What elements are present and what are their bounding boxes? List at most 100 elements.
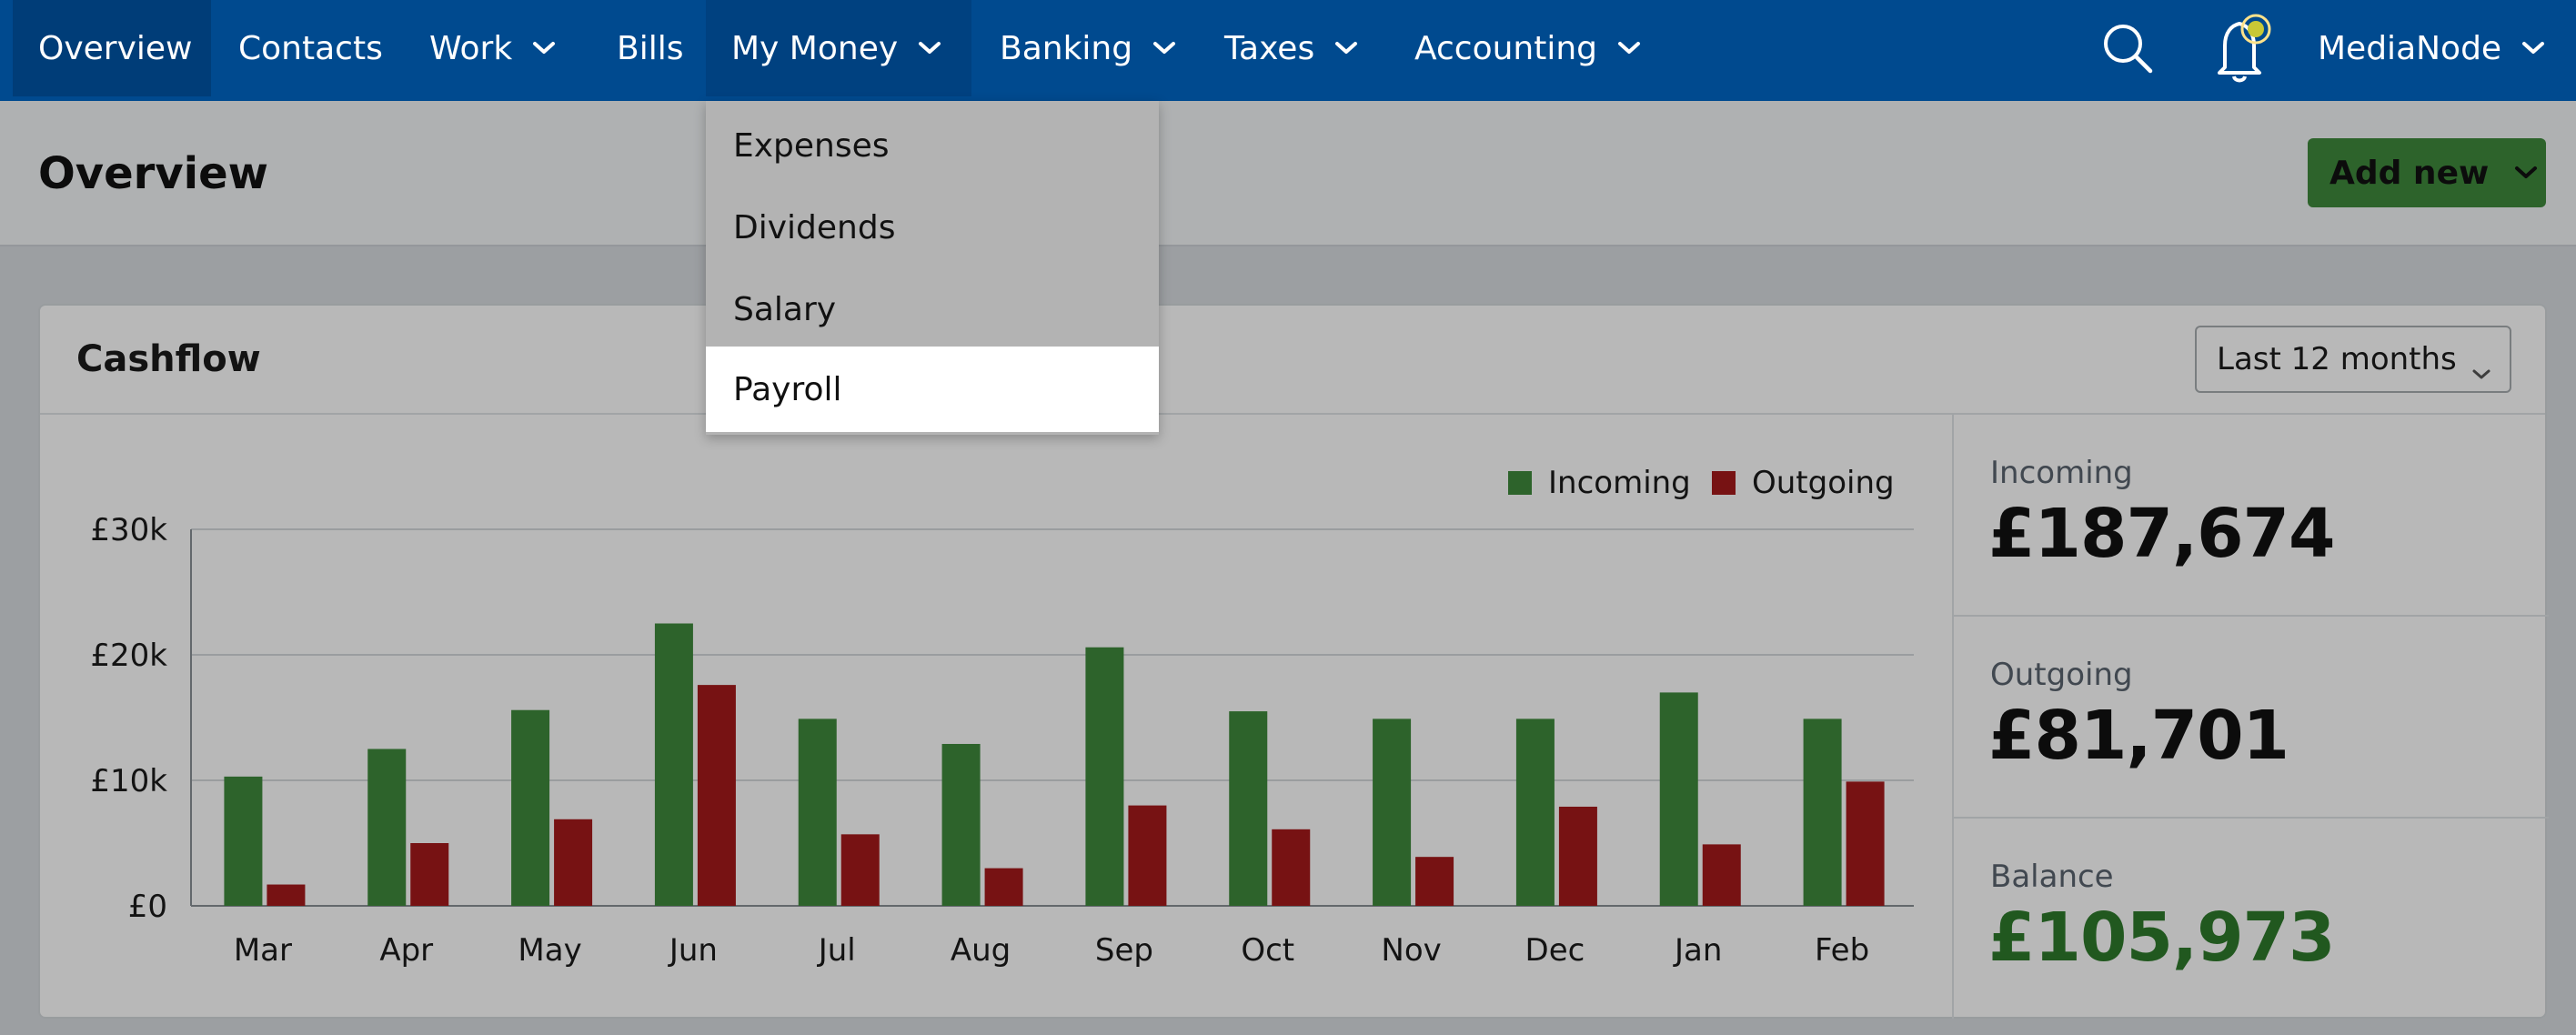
x-tick-label: Jul (817, 932, 856, 969)
y-tick-label: £30k (90, 512, 167, 548)
bar-incoming-jul (798, 718, 837, 906)
x-tick-label: Apr (379, 932, 433, 969)
bar-outgoing-oct (1272, 829, 1311, 906)
bar-incoming-sep (1085, 647, 1124, 906)
nav-my-money[interactable]: My Money (706, 0, 971, 96)
bar-incoming-nov (1373, 718, 1412, 906)
bar-incoming-oct (1229, 711, 1268, 906)
add-new-button[interactable]: Add new (2308, 138, 2546, 207)
stat-incoming: Incoming £187,674 (1954, 415, 2549, 617)
card-header: Cashflow Last 12 months (40, 306, 2545, 415)
nav-bills[interactable]: Bills (617, 0, 683, 96)
legend-label-incoming: Incoming (1548, 465, 1691, 501)
bar-incoming-feb (1803, 718, 1842, 906)
nav-banking-label: Banking (1000, 29, 1133, 67)
nav-work-label: Work (429, 29, 513, 67)
x-tick-label: Feb (1815, 932, 1869, 969)
menu-backdrop[interactable] (0, 101, 2576, 1035)
menu-item-expenses[interactable]: Expenses (706, 105, 1159, 186)
nav-taxes-label: Taxes (1224, 29, 1315, 67)
chevron-down-icon (1334, 41, 1358, 55)
stat-outgoing-value: £81,701 (1988, 697, 2289, 775)
chevron-down-icon (918, 41, 941, 55)
nav-contacts[interactable]: Contacts (238, 0, 383, 96)
nav-my-money-label: My Money (731, 29, 899, 67)
bell-icon[interactable] (2205, 4, 2278, 85)
period-select-value: Last 12 months (2217, 341, 2457, 377)
bar-outgoing-feb (1846, 781, 1885, 906)
top-navigation-bar: Overview Contacts Work Bills My Money Ba… (0, 0, 2576, 101)
bar-outgoing-aug (984, 868, 1023, 906)
chevron-down-icon (2471, 353, 2491, 389)
bar-outgoing-may (554, 819, 593, 906)
legend-swatch-incoming (1508, 471, 1532, 495)
menu-item-payroll[interactable]: Payroll (706, 347, 1159, 432)
stat-balance-value: £105,973 (1988, 899, 2336, 977)
bar-incoming-jun (654, 623, 693, 906)
search-icon[interactable] (2096, 16, 2159, 80)
bar-outgoing-mar (267, 884, 306, 906)
nav-overview-label: Overview (38, 29, 193, 67)
nav-overview[interactable]: Overview (13, 0, 211, 96)
x-tick-label: Dec (1525, 932, 1585, 969)
chevron-down-icon (1152, 41, 1176, 55)
menu-item-label: Salary (733, 290, 837, 328)
bar-outgoing-dec (1558, 806, 1597, 906)
x-tick-label: May (518, 932, 581, 969)
cashflow-chart-svg: £0 £10k £20k £30k Mar Apr May Jun Jul Aug Sep Oct No… (90, 465, 1914, 969)
menu-item-salary[interactable]: Salary (706, 268, 1159, 350)
stats-panel: Incoming £187,674 Outgoing £81,701 Balan… (1952, 415, 2549, 1020)
menu-item-dividends[interactable]: Dividends (706, 186, 1159, 268)
add-new-label: Add new (2329, 154, 2490, 192)
cashflow-card: Cashflow Last 12 months £0 £10k £20k £30k Ma… (38, 304, 2549, 1020)
x-tick-label: Jan (1673, 932, 1722, 969)
x-tick-label: Jun (668, 932, 718, 969)
chevron-down-icon (532, 41, 556, 55)
bar-incoming-mar (224, 776, 263, 906)
bar-outgoing-jun (697, 685, 736, 906)
nav-bills-label: Bills (617, 29, 684, 67)
bar-outgoing-jul (840, 834, 880, 906)
nav-contacts-label: Contacts (238, 29, 383, 67)
x-tick-label: Mar (234, 932, 292, 969)
chevron-down-icon (1617, 41, 1641, 55)
account-name: MediaNode (2318, 29, 2502, 67)
stat-balance-label: Balance (1990, 859, 2114, 895)
card-title: Cashflow (76, 338, 261, 380)
bar-outgoing-nov (1415, 857, 1454, 906)
page-title: Overview (38, 148, 268, 199)
x-tick-label: Oct (1241, 932, 1294, 969)
period-select[interactable]: Last 12 months (2195, 326, 2511, 393)
y-tick-label: £10k (90, 763, 167, 799)
bar-outgoing-jan (1702, 844, 1741, 906)
x-tick-label: Sep (1095, 932, 1153, 969)
menu-item-label: Expenses (733, 126, 890, 165)
bar-incoming-dec (1515, 718, 1555, 906)
nav-work[interactable]: Work (429, 0, 556, 96)
nav-accounting-label: Accounting (1414, 29, 1598, 67)
stat-balance: Balance £105,973 (1954, 819, 2549, 1020)
page-header: Overview Add new (0, 101, 2576, 246)
cashflow-chart: £0 £10k £20k £30k Mar Apr May Jun Jul Aug Sep Oct No… (40, 415, 1952, 1019)
bar-outgoing-sep (1128, 805, 1167, 906)
account-menu[interactable]: MediaNode (2318, 0, 2545, 96)
bar-incoming-aug (941, 743, 981, 906)
menu-item-label: Payroll (733, 370, 842, 408)
chevron-down-icon (2514, 166, 2538, 180)
menu-item-label: Dividends (733, 208, 896, 246)
stat-incoming-value: £187,674 (1988, 495, 2336, 573)
bar-outgoing-apr (410, 843, 449, 906)
y-tick-label: £20k (90, 638, 167, 674)
stat-outgoing-label: Outgoing (1990, 657, 2133, 693)
nav-banking[interactable]: Banking (1000, 0, 1176, 96)
chevron-down-icon (2521, 41, 2545, 55)
x-tick-label: Nov (1381, 932, 1441, 969)
nav-taxes[interactable]: Taxes (1224, 0, 1358, 96)
x-tick-label: Aug (951, 932, 1011, 969)
stat-outgoing: Outgoing £81,701 (1954, 617, 2549, 819)
my-money-dropdown: Expenses Dividends Salary Payroll (706, 101, 1159, 435)
stat-incoming-label: Incoming (1990, 455, 2133, 491)
nav-accounting[interactable]: Accounting (1414, 0, 1641, 96)
y-tick-label: £0 (128, 889, 167, 925)
bar-incoming-may (511, 709, 550, 906)
